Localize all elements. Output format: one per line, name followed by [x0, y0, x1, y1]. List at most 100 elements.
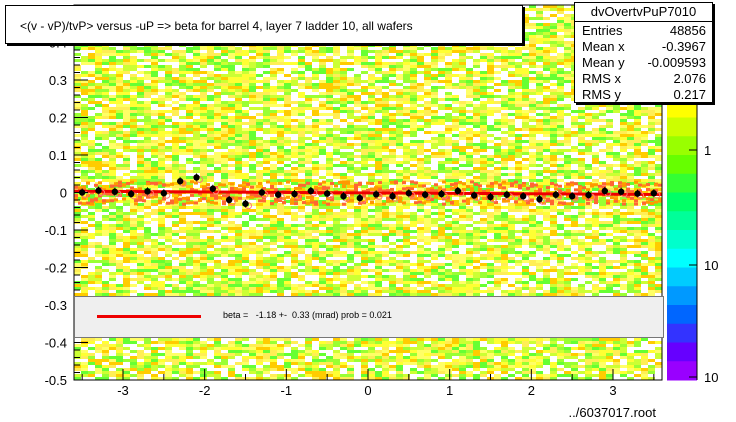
heatmap-cell [193, 80, 200, 83]
heatmap-cell [221, 119, 228, 122]
heatmap-cell [508, 107, 515, 110]
heatmap-cell [228, 227, 235, 230]
heatmap-cell [81, 140, 88, 143]
heatmap-cell [508, 218, 515, 221]
heatmap-cell [193, 47, 200, 50]
heatmap-cell [487, 176, 494, 179]
heatmap-cell [368, 134, 375, 137]
heatmap-cell [277, 104, 284, 107]
heatmap-cell [431, 173, 438, 176]
heatmap-cell [179, 125, 186, 128]
heatmap-cell [165, 104, 172, 107]
heatmap-cell [487, 170, 494, 173]
heatmap-cell [480, 44, 487, 47]
heatmap-cell [298, 161, 305, 164]
heatmap-cell [172, 89, 179, 92]
heatmap-cell [578, 137, 585, 140]
heatmap-cell [508, 233, 515, 236]
heatmap-cell [613, 152, 620, 155]
heatmap-cell [445, 131, 452, 134]
heatmap-cell [284, 158, 291, 161]
heatmap-cell [438, 74, 445, 77]
heatmap-cell [263, 170, 270, 173]
heatmap-cell [109, 179, 116, 182]
heatmap-cell [193, 119, 200, 122]
heatmap-cell [186, 71, 193, 74]
heatmap-cell [550, 218, 557, 221]
heatmap-cell [144, 83, 151, 86]
heatmap-cell [347, 170, 354, 173]
heatmap-cell [207, 134, 214, 137]
heatmap-cell [123, 218, 130, 221]
heatmap-cell [648, 209, 655, 212]
heatmap-cell [228, 209, 235, 212]
heatmap-cell [291, 89, 298, 92]
heatmap-cell [522, 26, 529, 29]
heatmap-cell [270, 188, 277, 191]
heatmap-cell [200, 113, 207, 116]
heatmap-cell [116, 155, 123, 158]
heatmap-cell [368, 143, 375, 146]
heatmap-cell [116, 92, 123, 95]
heatmap-cell [375, 65, 382, 68]
heatmap-cell [102, 215, 109, 218]
heatmap-cell [270, 215, 277, 218]
heatmap-cell [347, 185, 354, 188]
heatmap-cell [529, 227, 536, 230]
heatmap-cell [375, 89, 382, 92]
heatmap-cell [326, 155, 333, 158]
heatmap-cell [263, 47, 270, 50]
heatmap-cell [613, 176, 620, 179]
heatmap-cell [473, 131, 480, 134]
heatmap-cell [207, 143, 214, 146]
heatmap-cell [130, 44, 137, 47]
heatmap-cell [172, 203, 179, 206]
heatmap-cell [396, 203, 403, 206]
heatmap-cell [333, 203, 340, 206]
heatmap-cell [137, 65, 144, 68]
heatmap-cell [235, 71, 242, 74]
heatmap-cell [417, 110, 424, 113]
heatmap-cell [627, 164, 634, 167]
heatmap-cell [550, 215, 557, 218]
heatmap-cell [368, 56, 375, 59]
heatmap-cell [543, 176, 550, 179]
heatmap-cell [606, 152, 613, 155]
heatmap-cell [88, 89, 95, 92]
heatmap-cell [452, 83, 459, 86]
heatmap-cell [375, 53, 382, 56]
heatmap-cell [221, 212, 228, 215]
heatmap-cell [263, 212, 270, 215]
heatmap-cell [249, 203, 256, 206]
heatmap-cell [284, 137, 291, 140]
heatmap-cell [172, 107, 179, 110]
heatmap-cell [543, 128, 550, 131]
heatmap-cell [123, 185, 130, 188]
heatmap-cell [543, 41, 550, 44]
heatmap-cell [592, 131, 599, 134]
heatmap-cell [172, 80, 179, 83]
heatmap-cell [298, 143, 305, 146]
heatmap-cell [165, 140, 172, 143]
heatmap-cell [354, 173, 361, 176]
heatmap-cell [270, 95, 277, 98]
heatmap-cell [284, 125, 291, 128]
heatmap-cell [494, 203, 501, 206]
heatmap-cell [263, 143, 270, 146]
heatmap-cell [256, 98, 263, 101]
heatmap-cell [347, 206, 354, 209]
heatmap-cell [557, 209, 564, 212]
heatmap-cell [452, 179, 459, 182]
heatmap-cell [550, 89, 557, 92]
heatmap-cell [515, 74, 522, 77]
heatmap-cell [431, 53, 438, 56]
heatmap-cell [459, 50, 466, 53]
heatmap-cell [158, 164, 165, 167]
heatmap-cell [494, 233, 501, 236]
heatmap-cell [508, 167, 515, 170]
heatmap-cell [298, 125, 305, 128]
heatmap-cell [620, 146, 627, 149]
heatmap-cell [95, 137, 102, 140]
heatmap-cell [641, 227, 648, 230]
heatmap-cell [459, 155, 466, 158]
